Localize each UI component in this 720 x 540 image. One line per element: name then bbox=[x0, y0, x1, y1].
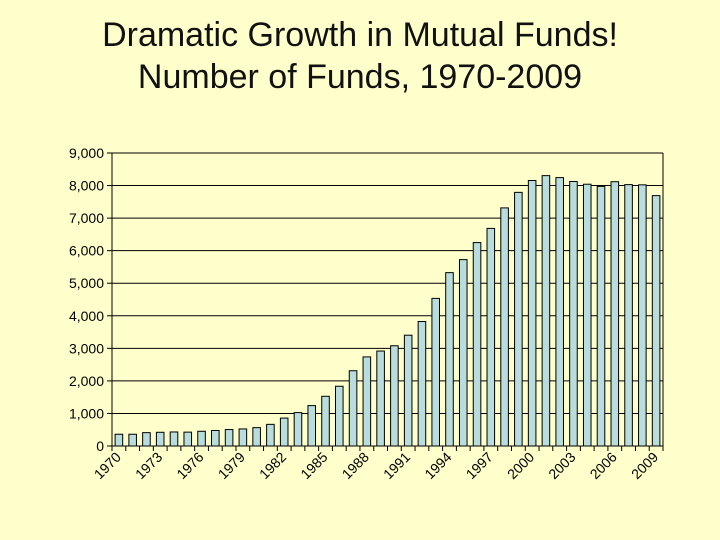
bar-2008 bbox=[638, 184, 647, 447]
y-tick-label: 4,000 bbox=[69, 308, 104, 324]
bar-1990 bbox=[390, 345, 399, 447]
x-tick-label: 1997 bbox=[463, 449, 496, 482]
bar-1992 bbox=[417, 321, 427, 447]
y-tick-label: 1,000 bbox=[69, 405, 104, 421]
bar-1974 bbox=[169, 431, 179, 447]
bar-2002 bbox=[555, 177, 564, 447]
y-tick-label: 8,000 bbox=[69, 178, 104, 194]
bar-1997 bbox=[486, 227, 496, 447]
x-tick-label: 2006 bbox=[587, 449, 620, 482]
bar-2003 bbox=[569, 180, 578, 447]
bar-1982 bbox=[279, 417, 289, 447]
bar-2009 bbox=[651, 195, 661, 447]
bar-1991 bbox=[403, 334, 413, 447]
x-tick-label: 1976 bbox=[173, 449, 206, 482]
bar-1987 bbox=[348, 370, 358, 447]
x-tick-label: 1979 bbox=[215, 449, 248, 482]
x-tick-label: 2003 bbox=[545, 449, 578, 482]
slide-title-line2: Number of Funds, 1970-2009 bbox=[137, 58, 583, 96]
bar-1986 bbox=[335, 385, 344, 447]
y-tick-label: 3,000 bbox=[69, 340, 104, 356]
x-tick-label: 1994 bbox=[421, 449, 454, 482]
bar-1989 bbox=[376, 350, 385, 447]
bar-1983 bbox=[293, 412, 303, 447]
bar-1979 bbox=[238, 428, 248, 447]
bar-1999 bbox=[514, 191, 523, 447]
bar-1970 bbox=[114, 433, 124, 447]
bar-1993 bbox=[431, 297, 441, 447]
axes bbox=[107, 152, 664, 451]
bar-1996 bbox=[472, 242, 482, 447]
y-tick-label: 6,000 bbox=[69, 243, 104, 259]
y-tick-label: 0 bbox=[96, 438, 104, 454]
bar-1978 bbox=[224, 429, 234, 447]
bar-1994 bbox=[445, 272, 454, 447]
gridlines bbox=[112, 152, 663, 414]
bar-1998 bbox=[500, 207, 509, 447]
x-tick-label: 1985 bbox=[297, 449, 330, 482]
bar-1975 bbox=[183, 431, 193, 447]
bar-1985 bbox=[321, 395, 330, 447]
y-tick-labels: 0 1,000 2,000 3,000 4,000 5,000 6,000 7,000 8,00… bbox=[69, 145, 104, 454]
y-tick-label: 2,000 bbox=[69, 373, 104, 389]
bar-2005 bbox=[596, 185, 606, 447]
bar-1984 bbox=[307, 405, 317, 447]
bar-1981 bbox=[266, 423, 275, 447]
x-tick-label: 2009 bbox=[628, 449, 661, 482]
bar-2006 bbox=[610, 181, 620, 447]
x-tick-labels: 1970 1973 1976 1979 1982 1985 1988 1991 1994 1997… bbox=[91, 449, 662, 482]
x-tick-label: 1982 bbox=[256, 449, 289, 482]
bar-1988 bbox=[362, 356, 372, 447]
bar-1972 bbox=[142, 432, 151, 447]
bar-2007 bbox=[624, 184, 633, 447]
bar-1971 bbox=[128, 433, 137, 447]
bar-1976 bbox=[197, 430, 206, 447]
y-tick-label: 9,000 bbox=[69, 145, 104, 161]
bars bbox=[114, 175, 661, 447]
x-tick-label: 1988 bbox=[339, 449, 372, 482]
y-tick-label: 7,000 bbox=[69, 210, 104, 226]
bar-1980 bbox=[252, 427, 261, 447]
slide-title-line1: Dramatic Growth in Mutual Funds! bbox=[102, 16, 618, 54]
bar-1977 bbox=[211, 429, 220, 447]
bar-2001 bbox=[541, 175, 551, 447]
bar-2004 bbox=[582, 183, 592, 447]
y-tick-label: 5,000 bbox=[69, 275, 104, 291]
x-tick-label: 2000 bbox=[504, 449, 537, 482]
bar-1995 bbox=[458, 259, 468, 447]
bar-2000 bbox=[527, 180, 537, 447]
x-tick-label: 1973 bbox=[132, 449, 165, 482]
x-tick-label: 1991 bbox=[380, 449, 413, 482]
bar-1973 bbox=[155, 431, 165, 447]
slide-title: Dramatic Growth in Mutual Funds! Number … bbox=[0, 14, 720, 98]
